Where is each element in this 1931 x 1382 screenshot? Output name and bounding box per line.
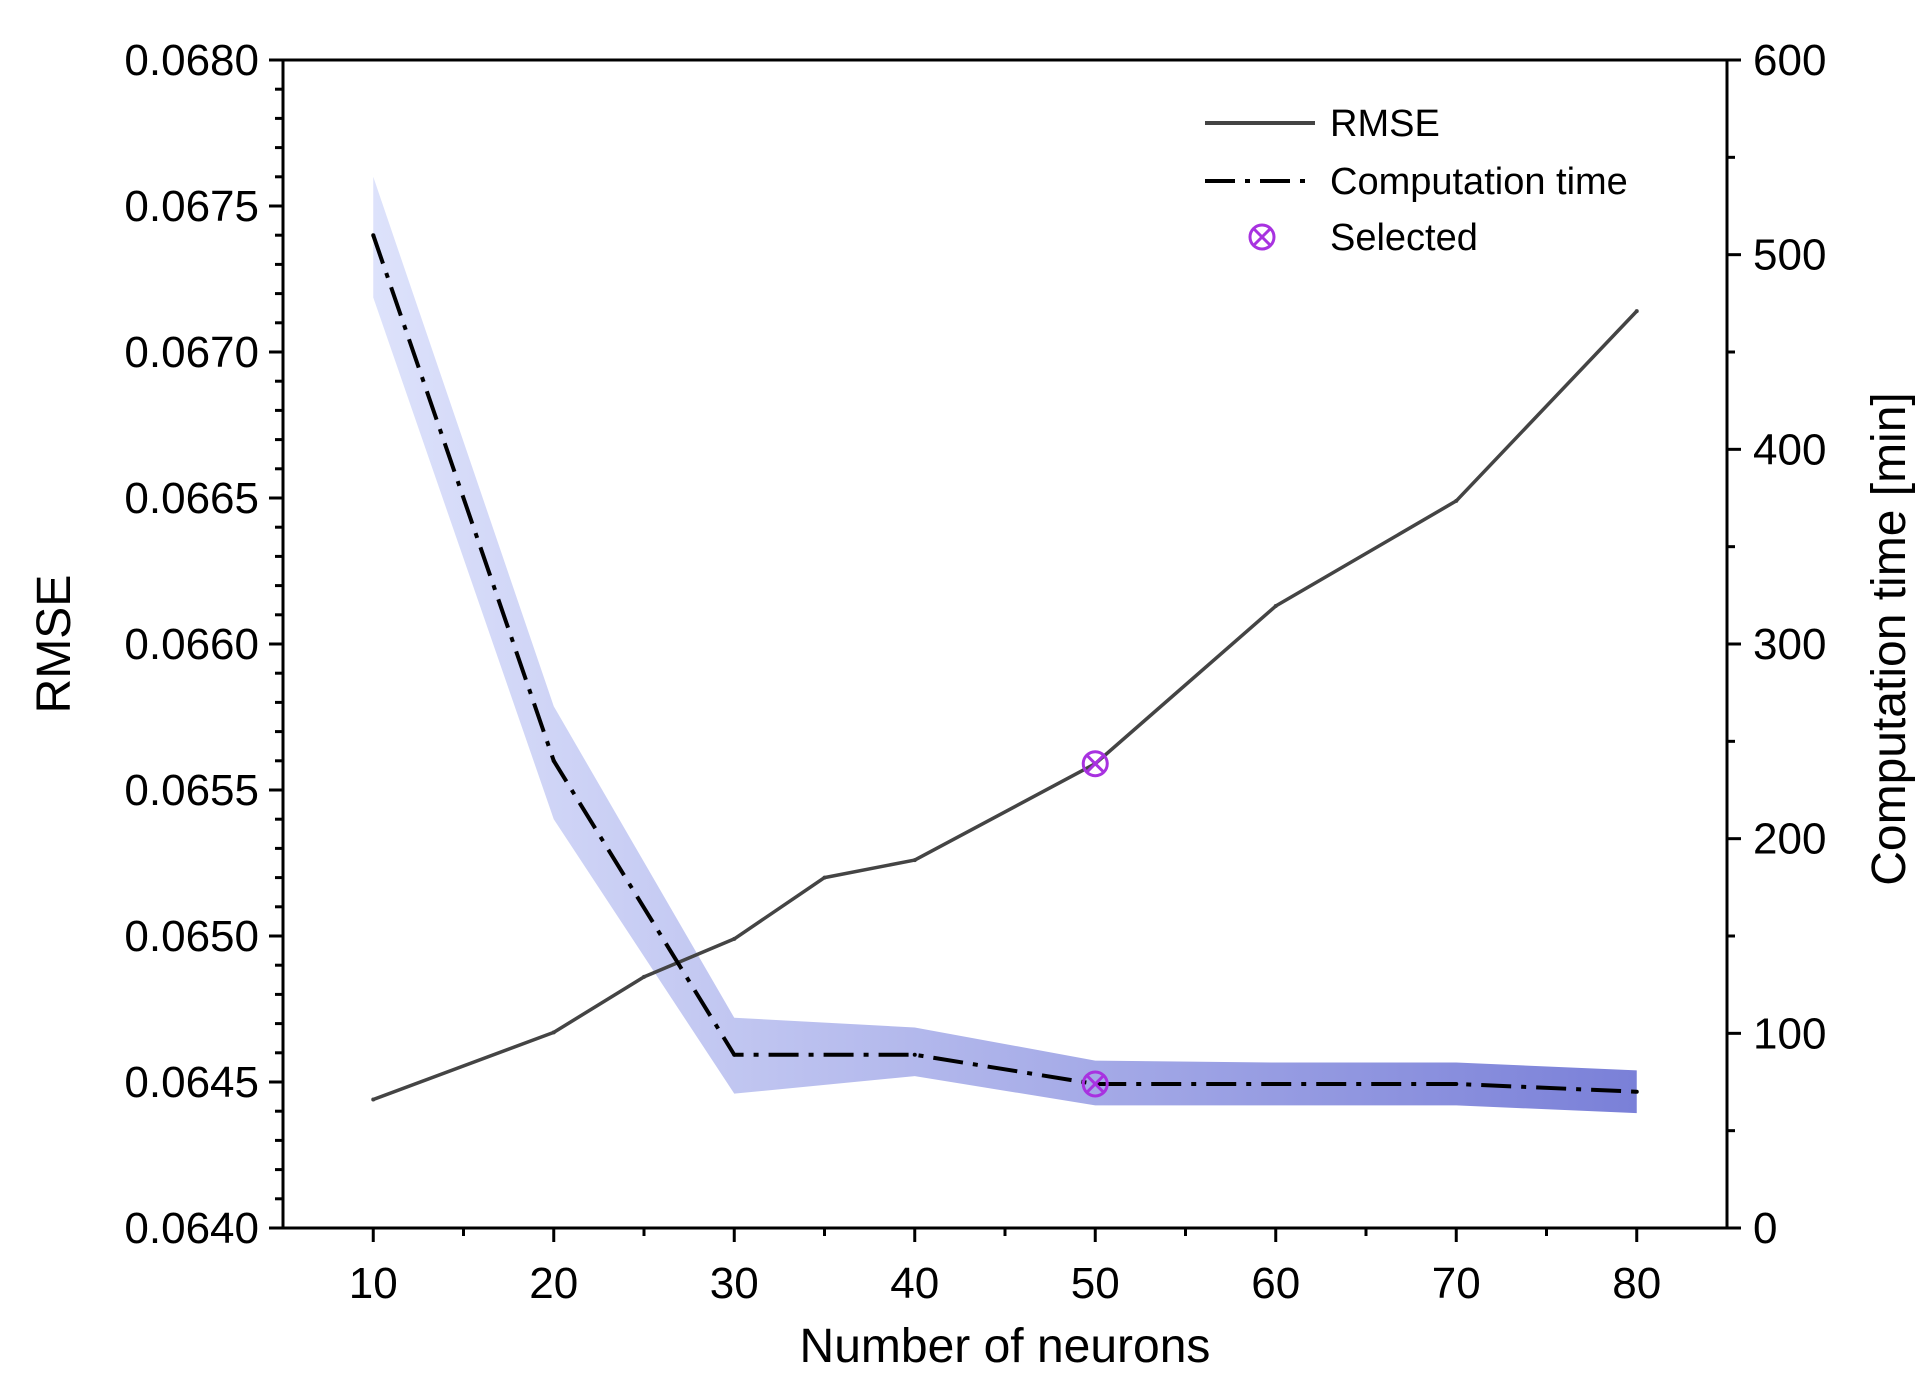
y-left-tick-label: 0.0675 xyxy=(124,182,259,231)
legend-selected-marker xyxy=(1248,223,1276,251)
rmse-line xyxy=(372,309,1639,1102)
series-layer xyxy=(371,233,1639,1102)
y-right-tick-label: 0 xyxy=(1753,1204,1777,1253)
y-right-tick-label: 400 xyxy=(1753,425,1826,474)
selected-marker-layer xyxy=(1081,750,1109,1098)
legend: RMSE Computation time Selected xyxy=(1205,103,1628,259)
rmse-point xyxy=(371,1097,376,1102)
y-right-tick-label: 200 xyxy=(1753,815,1826,864)
x-tick-label: 30 xyxy=(710,1259,759,1308)
computation-time-band xyxy=(373,176,1637,1114)
legend-selected-marker-cross-b xyxy=(1252,227,1272,247)
rmse-point xyxy=(551,1030,556,1035)
selected-marker-rmse xyxy=(1081,750,1109,778)
y-left-tick-label: 0.0640 xyxy=(124,1204,259,1253)
x-tick-label: 20 xyxy=(529,1259,578,1308)
computation-time-point xyxy=(1454,1081,1459,1086)
selected-marker-rmse-cross-b xyxy=(1085,754,1105,774)
x-tick-label: 10 xyxy=(349,1259,398,1308)
x-tick-label: 70 xyxy=(1432,1259,1481,1308)
y-left-tick-label: 0.0650 xyxy=(124,912,259,961)
selected-marker-time-cross-b xyxy=(1085,1074,1105,1094)
selected-marker-rmse-ring xyxy=(1081,750,1109,778)
y-right-tick-label: 500 xyxy=(1753,231,1826,280)
x-tick-label: 80 xyxy=(1612,1259,1661,1308)
computation-time-point xyxy=(912,1052,917,1057)
rmse-point xyxy=(1273,604,1278,609)
legend-selected-marker-ring xyxy=(1248,223,1276,251)
x-tick-label: 50 xyxy=(1071,1259,1120,1308)
legend-selected-label: Selected xyxy=(1330,217,1478,259)
selected-marker-time-ring xyxy=(1081,1070,1109,1098)
confidence-band-layer xyxy=(373,176,1637,1114)
rmse-point xyxy=(1634,309,1639,314)
y-left-tick-label: 0.0660 xyxy=(124,620,259,669)
y-left-tick-label: 0.0665 xyxy=(124,474,259,523)
rmse-point xyxy=(912,858,917,863)
computation-time-point xyxy=(732,1052,737,1057)
y-left-tick-label: 0.0670 xyxy=(124,328,259,377)
y-left-tick-label: 0.0645 xyxy=(124,1058,259,1107)
axes: 10 20 30 40 50 60 70 80 0.0640 0.0645 0.0650 0.0655… xyxy=(124,36,1826,1308)
y-right-axis-title: Computation time [min] xyxy=(1863,392,1916,886)
x-tick-label: 60 xyxy=(1251,1259,1300,1308)
selected-marker-time xyxy=(1081,1070,1109,1098)
y-left-tick-label: 0.0680 xyxy=(124,36,259,85)
rmse-point xyxy=(642,974,646,979)
y-right-tick-label: 300 xyxy=(1753,620,1826,669)
y-right-tick-label: 100 xyxy=(1753,1009,1826,1058)
rmse-point xyxy=(822,875,827,880)
legend-computation-time-label: Computation time xyxy=(1330,161,1628,203)
computation-time-point xyxy=(1273,1081,1278,1086)
y-right-tick-label: 600 xyxy=(1753,36,1826,85)
computation-time-point xyxy=(1634,1089,1639,1094)
x-tick-label: 40 xyxy=(890,1259,939,1308)
legend-rmse-label: RMSE xyxy=(1330,103,1440,145)
computation-time-point xyxy=(551,758,556,763)
rmse-point xyxy=(1454,498,1459,503)
legend-selected-marker-icon xyxy=(1248,223,1276,251)
computation-time-point xyxy=(371,233,376,238)
rmse-point xyxy=(732,936,737,941)
computation-time-line xyxy=(371,234,1637,1094)
x-axis-title: Number of neurons xyxy=(800,1320,1211,1373)
y-left-tick-label: 0.0655 xyxy=(124,766,259,815)
y-left-axis-title: RMSE xyxy=(28,575,81,714)
